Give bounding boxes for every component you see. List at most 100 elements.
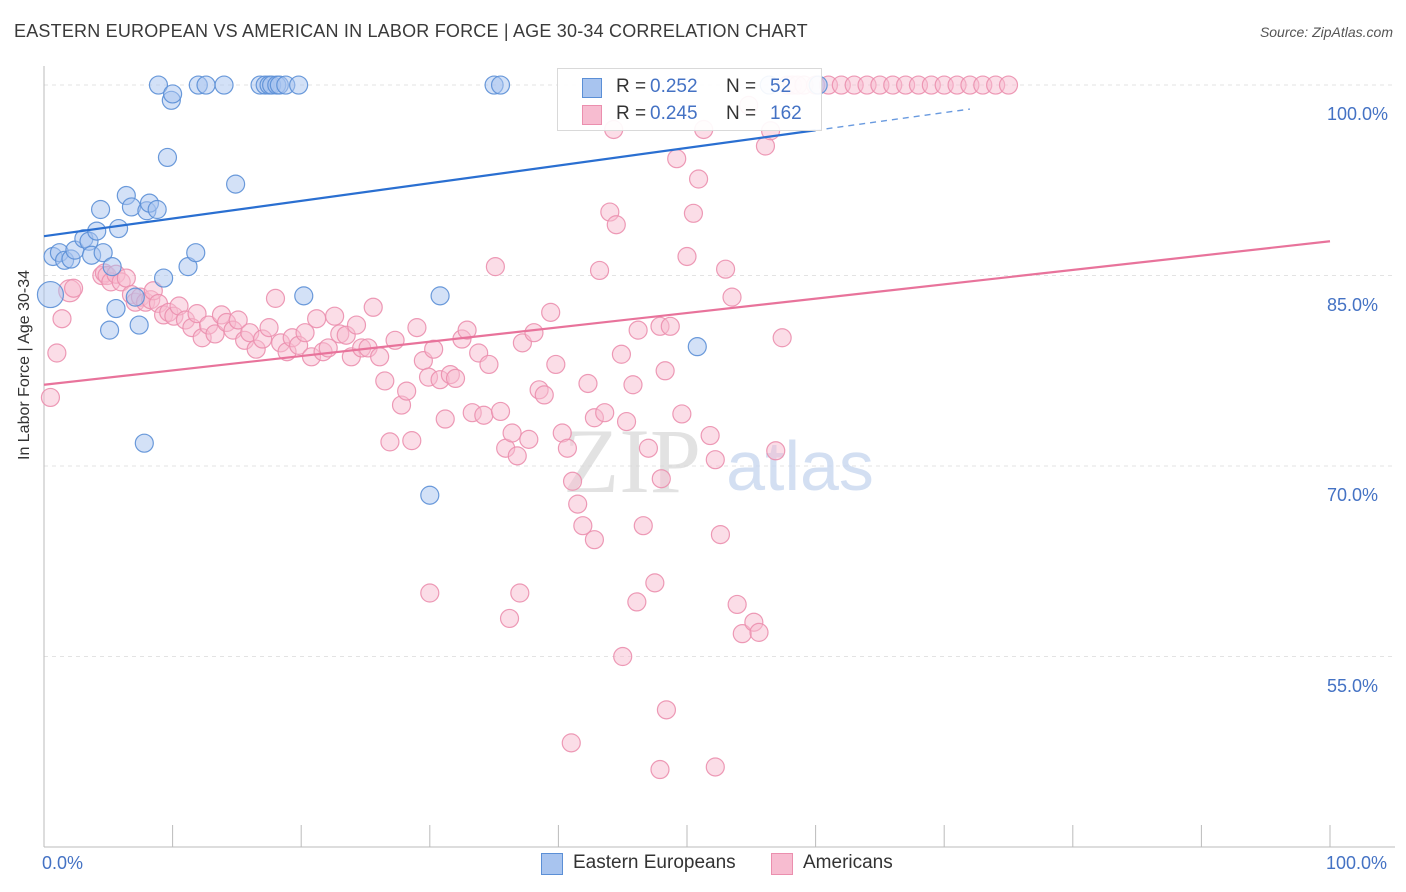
correlation-legend: R = 0.252 N = 52 R = 0.245 N = 162 [557,68,822,131]
eastern-europeans-point-28 [163,84,183,104]
americans-point-48 [325,306,345,326]
americans-trend-line [43,240,1331,386]
legend-swatch-pink [771,853,793,875]
x-tick-label-min: 0.0% [42,853,84,873]
axes [43,66,1395,848]
eastern-europeans-point-19 [129,315,149,335]
americans-point-152 [561,733,581,753]
y-tick-label-1: 85.0% [1327,294,1379,315]
americans-point-70 [445,368,466,388]
eastern-europeans-point-34 [226,174,246,194]
eastern-europeans-point-47 [490,75,511,95]
legend-swatch-blue [541,853,563,875]
americans-point-102 [623,375,643,395]
y-axis-label: In Labor Force | Age 30-34 [16,269,33,460]
americans-point-75 [474,405,494,425]
americans-point-58 [380,432,400,452]
americans-point-61 [397,381,417,401]
eastern-europeans-point-45 [430,286,450,306]
americans-point-93 [573,516,593,536]
americans-point-151 [656,700,677,720]
grid-lines [44,84,1395,658]
americans-point-119 [715,259,736,279]
americans-point-118 [710,524,731,545]
americans-point-38 [265,288,286,308]
americans-point-101 [616,411,637,432]
americans-point-103 [628,320,648,340]
americans-point-28 [205,324,225,344]
americans-point-55 [363,297,383,317]
americans-point-105 [638,438,659,458]
americans-point-156 [584,530,605,550]
americans-point-56 [370,347,390,367]
r-value: 0.252 [650,76,698,97]
americans-point-97 [595,403,615,423]
eastern-europeans-point-25 [153,268,174,288]
eastern-europeans-point-9 [87,221,107,241]
americans-point-43 [295,323,315,343]
eastern-europeans-point-14 [106,298,126,319]
americans-point-154 [705,757,725,777]
americans-point-106 [645,573,665,593]
americans-point-0 [40,387,61,408]
eastern-europeans-point-43 [294,286,314,306]
americans-point-153 [650,759,670,780]
eastern-europeans-point-24 [148,75,169,95]
eastern-europeans-point-10 [90,199,111,220]
americans-point-57 [375,371,395,391]
americans-point-4 [63,278,84,298]
eastern-europeans-trend-line [43,129,816,238]
americans-point-77 [485,257,505,277]
eastern-europeans-point-13 [102,257,122,277]
eastern-europeans-point-26 [157,147,178,168]
americans-point-113 [683,203,704,223]
americans-point-68 [435,409,455,429]
americans-point-161 [613,646,633,667]
legend-label-americans: Americans [803,852,893,873]
americans-point-117 [705,450,725,470]
americans-point-111 [672,404,692,424]
americans-point-160 [420,583,440,603]
eastern-europeans-point-23 [147,199,167,220]
n-value: 162 [770,103,802,124]
legend-label-eastern-europeans: Eastern Europeans [573,852,736,873]
y-tick-label-0: 100.0% [1327,104,1389,125]
eastern-europeans-point-42 [289,75,309,95]
americans-point-159 [651,469,671,489]
swatch-pink [582,105,602,125]
r-label: R = [616,76,647,97]
americans-point-112 [677,246,697,267]
eastern-europeans-trend-extension [815,108,971,131]
eastern-europeans-point-44 [420,485,440,505]
americans-point-32 [228,310,248,330]
swatch-blue [582,78,602,98]
americans-point-104 [633,516,653,536]
americans-point-99 [606,215,626,235]
n-label: N = [726,76,757,97]
americans-point-62 [402,431,422,451]
americans-point-120 [722,287,742,307]
eastern-europeans-point-12 [99,320,120,340]
eastern-europeans-point-20 [134,433,154,453]
americans-point-158 [510,583,530,603]
eastern-europeans-point-48 [687,337,707,357]
americans-point-128 [766,441,786,461]
americans-point-83 [519,429,539,449]
americans-point-84 [524,323,544,343]
eastern-europeans-point-33 [214,75,234,95]
americans-point-45 [307,309,327,329]
americans-point-25 [187,304,207,324]
eastern-europeans-point-15 [108,218,129,239]
americans-point-90 [557,438,578,458]
americans-point-125 [749,622,769,642]
eastern-europeans-point-0 [36,280,65,309]
r-label: R = [616,103,647,124]
n-label: N = [726,103,757,124]
eastern-europeans-point-11 [93,243,113,263]
americans-point-149 [998,75,1019,95]
americans-point-37 [259,318,279,338]
americans-point-72 [457,320,477,340]
y-tick-label-2: 70.0% [1327,485,1379,506]
americans-point-80 [502,423,522,443]
